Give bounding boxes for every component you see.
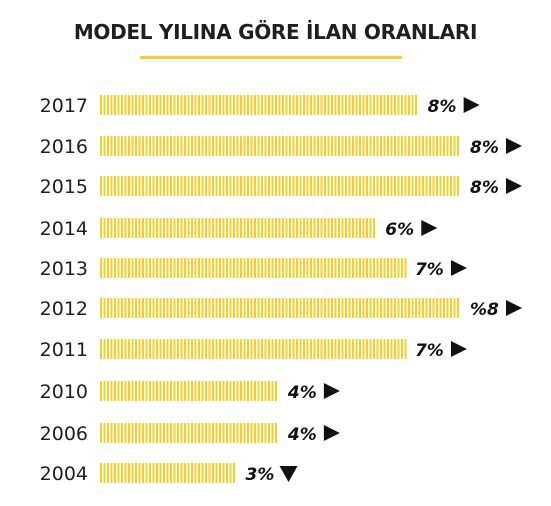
- bar-row-2016: 2016 8%: [40, 136, 522, 158]
- bar: [100, 423, 277, 443]
- category-label: 2006: [40, 423, 88, 445]
- bar-row-2011: 2011 7%: [40, 339, 467, 361]
- value-label: 3%: [246, 465, 275, 485]
- bar: [100, 176, 459, 196]
- bar-row-2013: 2013 7%: [40, 258, 467, 280]
- value-label: 8%: [470, 178, 499, 198]
- value-label: 7%: [415, 341, 444, 361]
- value-label: 8%: [428, 97, 457, 117]
- value-label: 7%: [415, 260, 444, 280]
- chart-title: MODEL YILINA GÖRE İLAN ORANLARI: [73, 20, 478, 44]
- bar-row-2017: 2017 8%: [40, 95, 480, 117]
- bar: [100, 339, 407, 359]
- bar: [100, 463, 235, 483]
- arrow-right-icon: [421, 220, 438, 236]
- arrow-right-icon: [323, 383, 340, 399]
- category-label: 2015: [40, 176, 88, 198]
- arrow-right-icon: [450, 341, 467, 357]
- bar: [100, 136, 459, 156]
- category-label: 2016: [40, 136, 88, 158]
- category-label: 2011: [40, 339, 88, 361]
- arrow-right-icon: [450, 260, 467, 276]
- bar: [100, 95, 417, 115]
- bar: [100, 258, 407, 278]
- value-label: 4%: [287, 383, 317, 403]
- bar: [100, 381, 277, 401]
- arrow-right-icon: [506, 178, 522, 194]
- arrow-right-icon: [463, 97, 480, 113]
- bar-row-2015: 2015 8%: [40, 176, 522, 198]
- category-label: 2012: [40, 298, 88, 320]
- bar-row-2010: 2010 4%: [40, 381, 340, 403]
- category-label: 2017: [40, 95, 88, 117]
- value-label: %8: [470, 300, 499, 320]
- category-label: 2004: [40, 463, 88, 485]
- value-label: 6%: [385, 220, 414, 240]
- value-label: 4%: [287, 425, 317, 445]
- category-label: 2014: [40, 218, 88, 240]
- title-underline: [140, 56, 402, 59]
- arrow-right-icon: [506, 300, 522, 316]
- arrow-right-icon: [506, 138, 522, 154]
- category-label: 2010: [40, 381, 88, 403]
- category-label: 2013: [40, 258, 88, 280]
- bar-row-2012: 2012 %8: [40, 298, 522, 320]
- value-label: 8%: [470, 138, 499, 158]
- bar-row-2006: 2006 4%: [40, 423, 340, 445]
- bar-row-2004: 2004 3%: [40, 463, 298, 485]
- bar: [100, 298, 459, 318]
- arrow-right-icon: [323, 425, 340, 441]
- arrow-down-icon: [279, 466, 298, 482]
- bar: [100, 218, 375, 238]
- bar-row-2014: 2014 6%: [40, 218, 438, 240]
